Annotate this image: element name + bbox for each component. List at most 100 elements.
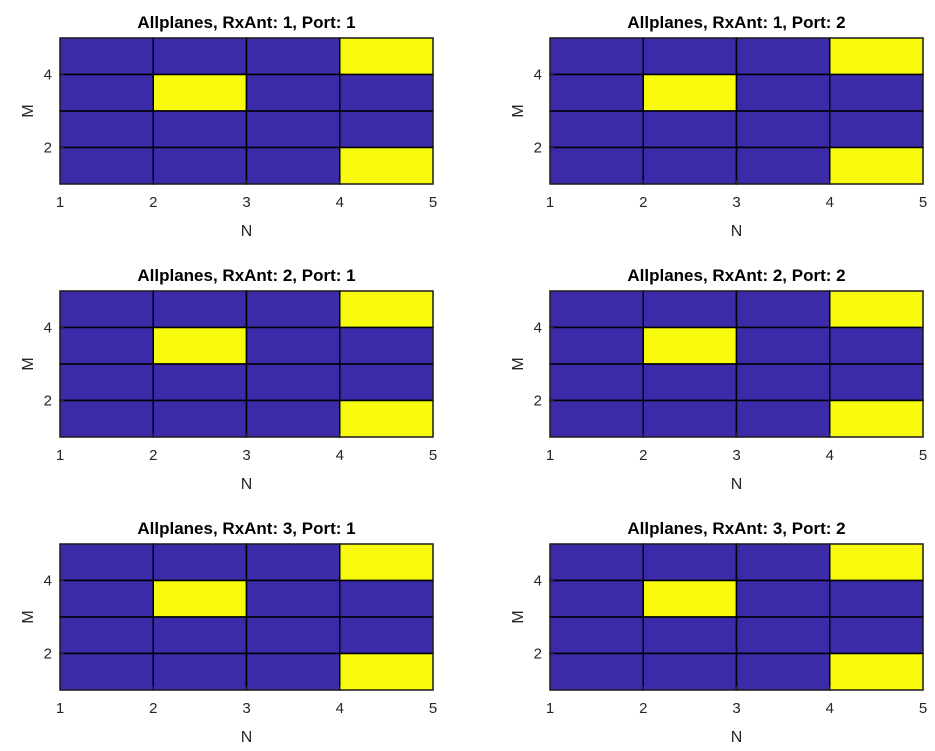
y-axis-label: M xyxy=(510,610,527,623)
heatmap-cell xyxy=(735,579,831,618)
heatmap-cell xyxy=(829,363,924,402)
x-axis-label: N xyxy=(241,476,253,493)
panel-title: Allplanes, RxAnt: 2, Port: 1 xyxy=(137,266,355,285)
heatmap-cell xyxy=(59,616,154,655)
y-tick-label: 2 xyxy=(534,140,542,157)
y-tick-label: 4 xyxy=(534,320,542,337)
heatmap-cell xyxy=(339,37,434,76)
heatmap-cell xyxy=(549,579,644,618)
heatmap-cell xyxy=(59,290,154,329)
heatmap-cell xyxy=(735,326,831,365)
heatmap-cell xyxy=(735,616,831,655)
heatmap-cell xyxy=(829,146,924,185)
x-tick-label: 5 xyxy=(919,447,927,464)
heatmap-cell xyxy=(735,146,831,185)
x-tick-label: 3 xyxy=(732,700,740,717)
heatmap-cell xyxy=(549,73,644,112)
heatmap-cell xyxy=(642,73,738,112)
x-tick-label: 2 xyxy=(639,194,647,211)
heatmap-cell xyxy=(642,110,738,149)
heatmap-panel-5: 1 2 3 4 5 2 4 Allplanes, RxAnt: 3, Port: 1 N M xyxy=(20,519,437,746)
heatmap-cell xyxy=(339,146,434,185)
heatmap-cell xyxy=(829,73,924,112)
heatmap-cell xyxy=(549,543,644,582)
x-tick-label: 3 xyxy=(242,194,250,211)
heatmap-cell xyxy=(339,290,434,329)
heatmap-cell xyxy=(642,37,738,76)
y-tick-label: 2 xyxy=(534,646,542,663)
heatmap-panel-2: 1 2 3 4 5 2 4 Allplanes, RxAnt: 1, Port: 2 N M xyxy=(510,13,927,240)
heatmap-cell xyxy=(829,290,924,329)
x-tick-label: 4 xyxy=(336,194,344,211)
heatmap-cell xyxy=(245,290,341,329)
heatmap-cell xyxy=(642,579,738,618)
heatmap-cell xyxy=(549,290,644,329)
heatmap-cell xyxy=(59,652,154,691)
heatmap-cell xyxy=(245,399,341,438)
x-tick-label: 2 xyxy=(639,700,647,717)
heatmap-cell xyxy=(59,579,154,618)
x-tick-label: 4 xyxy=(336,447,344,464)
x-tick-label: 5 xyxy=(429,194,437,211)
y-axis-label: M xyxy=(510,104,527,117)
y-tick-label: 2 xyxy=(44,646,52,663)
x-tick-label: 4 xyxy=(826,194,834,211)
panel-title: Allplanes, RxAnt: 2, Port: 2 xyxy=(627,266,845,285)
heatmap-cell xyxy=(152,73,248,112)
heatmap-cell xyxy=(735,37,831,76)
heatmap-cell xyxy=(59,326,154,365)
heatmap-cell xyxy=(642,146,738,185)
x-tick-label: 5 xyxy=(919,194,927,211)
x-tick-label: 5 xyxy=(429,700,437,717)
x-axis-label: N xyxy=(731,729,743,746)
heatmap-cell xyxy=(339,543,434,582)
y-tick-label: 4 xyxy=(44,320,52,337)
heatmap-cell xyxy=(642,399,738,438)
heatmap-cell xyxy=(59,37,154,76)
heatmap-cell xyxy=(245,73,341,112)
heatmap-cell xyxy=(59,146,154,185)
heatmap-cell xyxy=(829,579,924,618)
x-tick-label: 3 xyxy=(242,447,250,464)
heatmap-cell xyxy=(59,73,154,112)
heatmap-cell xyxy=(152,110,248,149)
heatmap-cell xyxy=(245,326,341,365)
heatmap-cell xyxy=(549,110,644,149)
heatmap-cell xyxy=(735,110,831,149)
heatmap-cell xyxy=(339,326,434,365)
heatmap-cell xyxy=(245,110,341,149)
heatmap-cell xyxy=(339,652,434,691)
heatmap-cell xyxy=(339,399,434,438)
heatmap-cell xyxy=(339,616,434,655)
heatmap-cell xyxy=(829,37,924,76)
y-tick-label: 4 xyxy=(44,573,52,590)
x-tick-label: 4 xyxy=(826,700,834,717)
heatmap-cell xyxy=(735,652,831,691)
heatmap-cell xyxy=(642,326,738,365)
heatmap-cell xyxy=(245,363,341,402)
panel-title: Allplanes, RxAnt: 1, Port: 2 xyxy=(627,13,845,32)
x-tick-label: 3 xyxy=(242,700,250,717)
heatmap-cell xyxy=(549,326,644,365)
heatmap-cell xyxy=(829,399,924,438)
heatmap-cell xyxy=(245,652,341,691)
x-tick-label: 2 xyxy=(149,194,157,211)
heatmap-cell xyxy=(339,73,434,112)
x-tick-label: 3 xyxy=(732,194,740,211)
heatmap-cell xyxy=(549,652,644,691)
heatmap-cell xyxy=(245,543,341,582)
heatmap-cell xyxy=(339,579,434,618)
y-axis-label: M xyxy=(510,357,527,370)
heatmap-cell xyxy=(152,363,248,402)
x-tick-label: 2 xyxy=(639,447,647,464)
y-axis-label: M xyxy=(20,104,37,117)
heatmap-cell xyxy=(829,326,924,365)
heatmap-cell xyxy=(152,146,248,185)
x-tick-label: 1 xyxy=(56,700,64,717)
heatmap-cell xyxy=(59,110,154,149)
heatmap-cell xyxy=(549,363,644,402)
heatmap-cell xyxy=(642,290,738,329)
heatmap-cell xyxy=(642,652,738,691)
heatmap-cell xyxy=(339,363,434,402)
